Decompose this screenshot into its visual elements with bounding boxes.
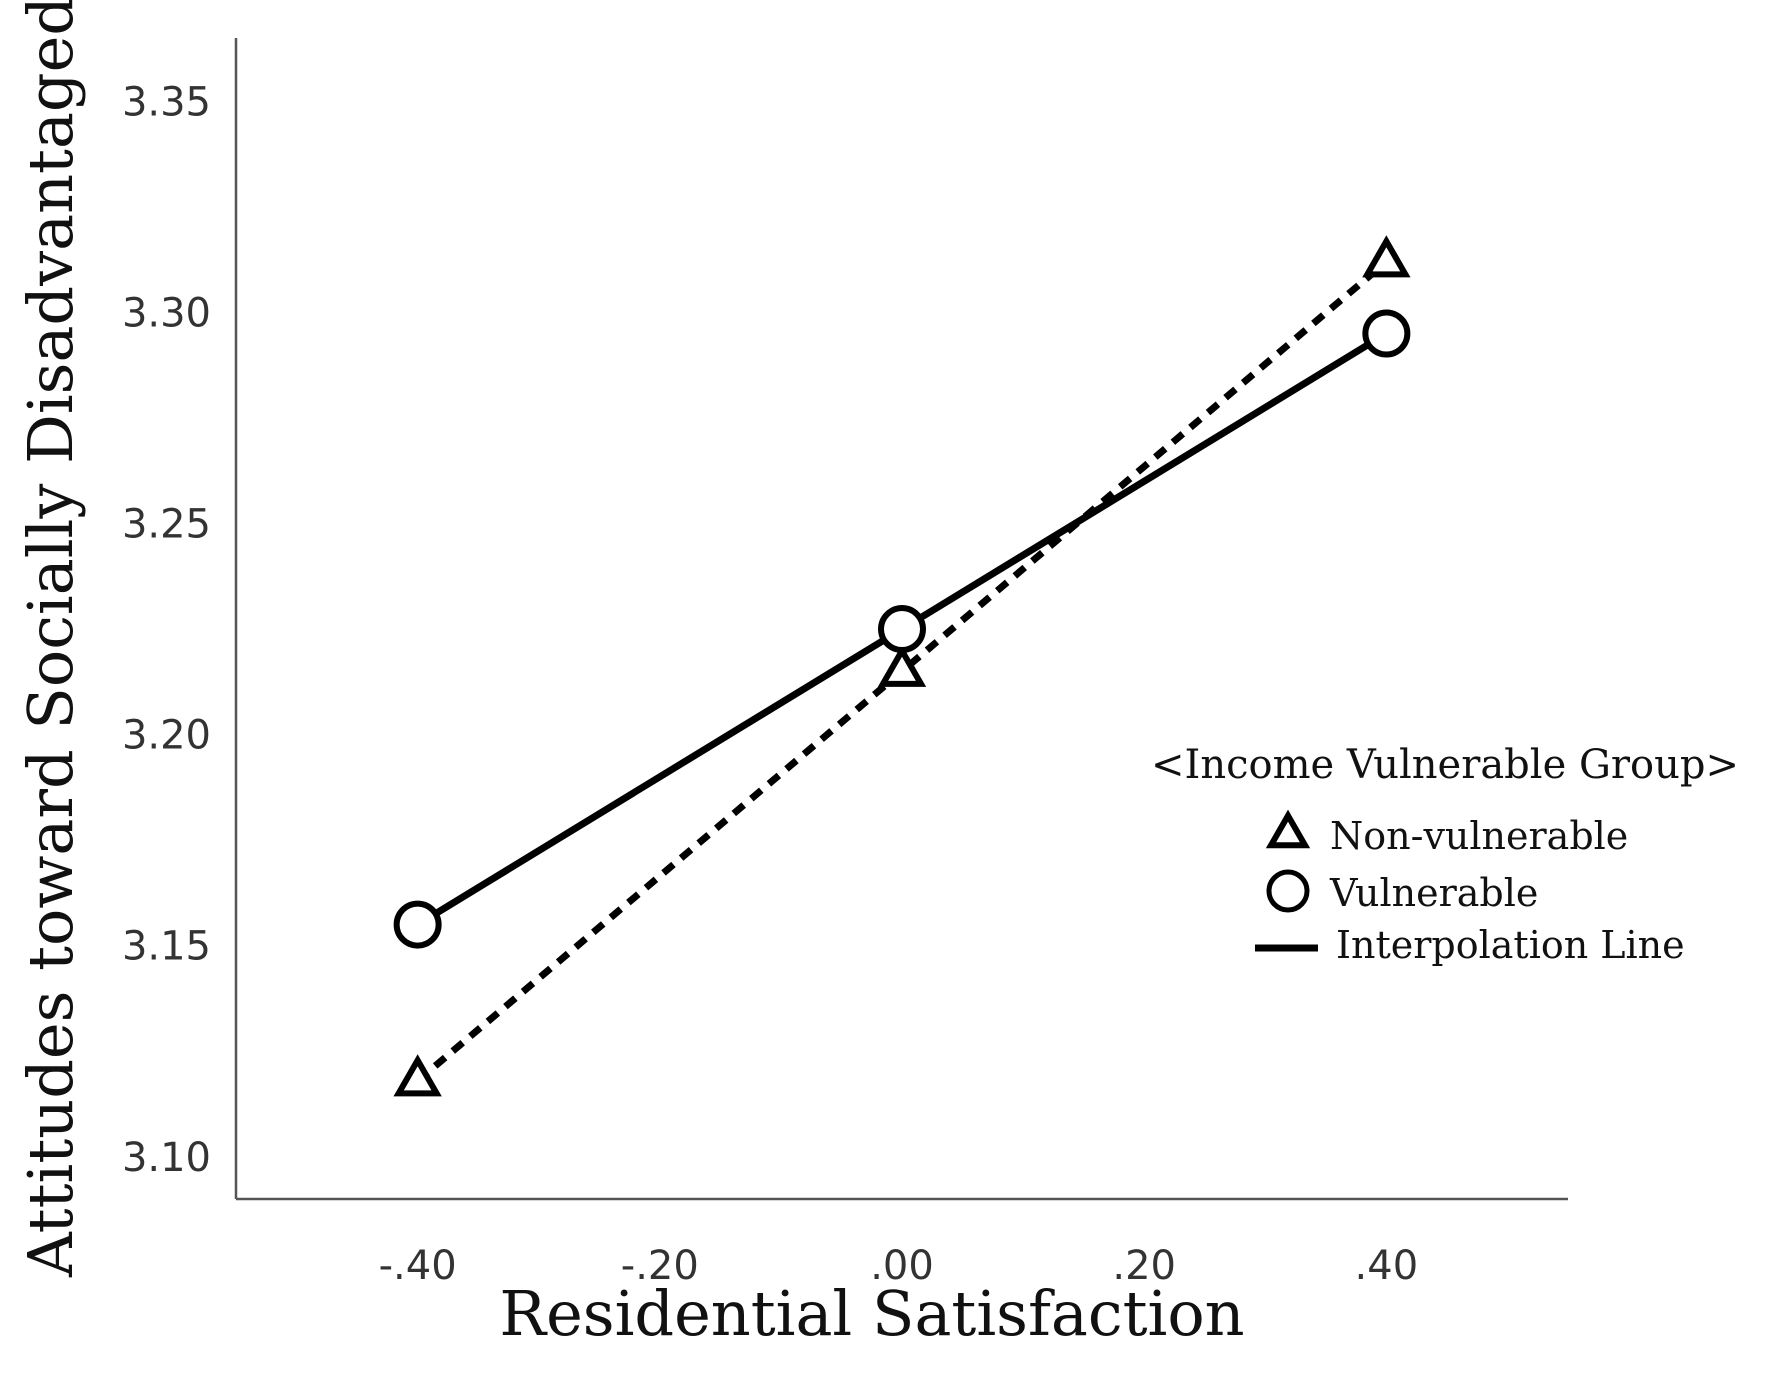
legend: <Income Vulnerable Group> Non-vulnerable… <box>1151 742 1739 967</box>
y-tick-label: 3.10 <box>122 1135 211 1181</box>
legend-item-non-vulnerable: Non-vulnerable <box>1265 809 1628 858</box>
y-tick-label: 3.20 <box>122 713 211 759</box>
legend-interpolation-label: Interpolation Line <box>1336 923 1685 967</box>
y-tick-labels: 3.10 3.15 3.20 3.25 3.30 3.35 <box>122 79 211 1180</box>
marker-triangle <box>877 644 927 687</box>
y-axis-title: Attitudes toward Socially Disadvantaged <box>14 0 87 1278</box>
axes <box>234 38 1568 1201</box>
y-tick-label: 3.35 <box>122 79 211 125</box>
y-tick-label: 3.25 <box>122 502 211 548</box>
x-tick-label: -.40 <box>379 1243 457 1289</box>
legend-circle-icon <box>1266 869 1310 913</box>
marker-circle <box>878 605 926 654</box>
marker-triangle <box>393 1054 442 1097</box>
y-tick-label: 3.30 <box>122 290 211 336</box>
legend-label: Vulnerable <box>1329 871 1538 915</box>
x-tick-label: .40 <box>1355 1243 1419 1289</box>
marker-circle <box>1362 309 1411 358</box>
series-markers <box>393 235 1411 1097</box>
marker-triangle <box>1362 235 1411 278</box>
x-axis-title: Residential Satisfaction <box>499 1277 1244 1350</box>
legend-title: <Income Vulnerable Group> <box>1151 742 1739 788</box>
x-tick-label: -.20 <box>621 1243 699 1289</box>
legend-label: Non-vulnerable <box>1330 814 1628 858</box>
legend-triangle-icon <box>1265 809 1311 849</box>
x-tick-label: .00 <box>870 1243 934 1289</box>
y-tick-label: 3.15 <box>122 924 211 970</box>
series-line-non-vulnerable <box>415 259 1389 1084</box>
legend-item-vulnerable: Vulnerable <box>1266 869 1538 915</box>
x-tick-label: .20 <box>1112 1243 1176 1289</box>
x-tick-labels: -.40 -.20 .00 .20 .40 <box>379 1243 1419 1289</box>
legend-items: Non-vulnerable Vulnerable <box>1265 809 1628 915</box>
marker-circle <box>393 900 442 949</box>
